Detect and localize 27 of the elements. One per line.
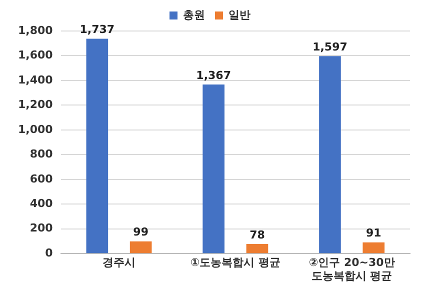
data-label: 1,367: [196, 68, 231, 82]
x-tick-label: ②인구 20~30만 도농복합시 평균: [308, 256, 395, 282]
data-label: 99: [133, 226, 148, 239]
y-tick-label: 1,800: [18, 24, 54, 37]
legend-label: 총원: [183, 8, 205, 22]
y-tick-label: 1,000: [18, 122, 54, 136]
y-tick-label: 1,200: [18, 98, 54, 112]
y-tick-label: 1,600: [18, 48, 54, 62]
bar: [319, 56, 341, 254]
data-label: 78: [250, 228, 265, 242]
bar: [130, 241, 152, 254]
data-label: 91: [366, 226, 382, 240]
y-tick-label: 800: [30, 148, 54, 161]
y-tick-label: 200: [30, 222, 54, 235]
x-tick-label: 경주시: [102, 256, 136, 270]
x-tick-label: ①도농복합시 평균: [190, 256, 280, 270]
bar: [202, 84, 224, 254]
data-label: 1,737: [80, 23, 115, 36]
bar: [362, 242, 385, 254]
bar: [86, 38, 108, 254]
y-tick-label: 600: [30, 172, 54, 186]
bar: [246, 244, 268, 254]
data-label: 1,597: [312, 40, 348, 54]
y-tick-label: 400: [30, 196, 54, 210]
y-tick-label: 0: [45, 246, 54, 260]
y-tick-label: 1,400: [18, 73, 54, 86]
legend-label: 일반: [228, 8, 250, 22]
